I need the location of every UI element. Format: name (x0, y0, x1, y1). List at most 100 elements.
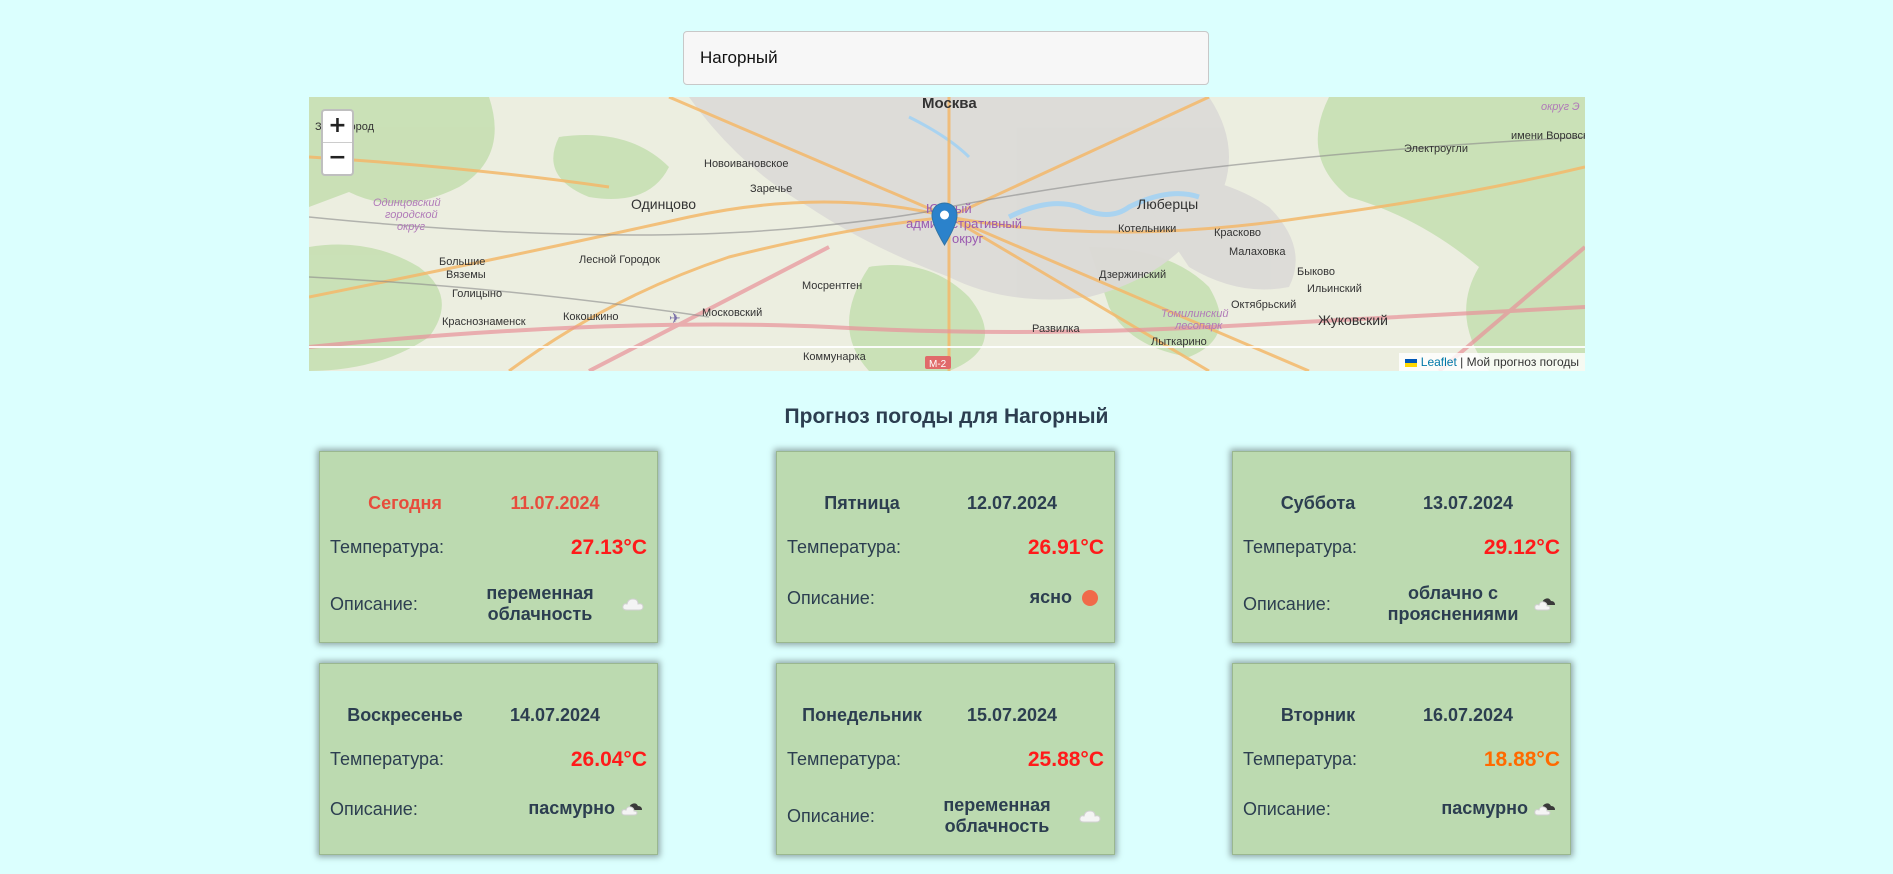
description-value: облачно с прояснениями (1387, 583, 1519, 624)
search-input[interactable] (683, 31, 1209, 85)
temperature-label: Температура: (1243, 537, 1358, 557)
temperature-value: 27.13°C (570, 536, 647, 559)
svg-text:Заречье: Заречье (750, 183, 792, 195)
svg-text:Кокошкино: Кокошкино (563, 311, 619, 323)
card-date: 13.07.2024 (1422, 493, 1514, 513)
broken-clouds-icon (1534, 598, 1555, 611)
overcast-icon (1534, 802, 1555, 815)
svg-text:имени Воровского: имени Воровского (1511, 130, 1585, 142)
svg-text:лесопарк: лесопарк (1174, 320, 1223, 332)
description-value: пасмурно (1441, 798, 1528, 818)
card-day: Понедельник (802, 705, 922, 725)
svg-text:округ Э: округ Э (1541, 101, 1580, 113)
forecast-card: Сегодня 11.07.2024 Температура: 27.13°C … (319, 451, 658, 643)
svg-text:Развилка: Развилка (1032, 323, 1080, 335)
temperature-label: Температура: (787, 749, 902, 769)
svg-text:городской: городской (385, 209, 438, 221)
description-label: Описание: (330, 799, 418, 819)
overcast-icon (621, 802, 642, 815)
cloud-icon (622, 598, 644, 611)
svg-text:Котельники: Котельники (1118, 223, 1176, 235)
card-date: 15.07.2024 (966, 705, 1058, 725)
svg-text:Томилинский: Томилинский (1161, 308, 1228, 320)
svg-text:Большие: Большие (439, 256, 485, 268)
forecast-title: Прогноз погоды для Нагорный (784, 405, 1109, 428)
forecast-card: Воскресенье 14.07.2024 Температура: 26.0… (319, 663, 658, 855)
forecast-card: Суббота 13.07.2024 Температура: 29.12°C … (1232, 451, 1571, 643)
svg-text:М-2: М-2 (929, 359, 947, 370)
leaflet-link[interactable]: Leaflet (1420, 355, 1457, 369)
description-label: Описание: (1243, 799, 1331, 819)
svg-text:Коммунарка: Коммунарка (803, 351, 867, 363)
forecast-card: Пятница 12.07.2024 Температура: 26.91°C … (776, 451, 1115, 643)
temperature-label: Температура: (1243, 749, 1358, 769)
description-label: Описание: (1243, 594, 1331, 614)
svg-text:Быково: Быково (1297, 266, 1335, 278)
map-tiles[interactable]: Москва Одинцово Люберцы Новоивановское З… (309, 97, 1585, 371)
svg-text:округ: округ (952, 231, 984, 246)
svg-text:Вяземы: Вяземы (446, 269, 486, 281)
temperature-label: Температура: (787, 537, 902, 557)
svg-text:Красково: Красково (1214, 227, 1261, 239)
svg-text:округ: округ (397, 221, 426, 233)
description: пасмурно (425, 798, 645, 819)
svg-text:Одинцово: Одинцово (631, 196, 696, 212)
svg-text:Москва: Москва (922, 97, 977, 112)
zoom-control: + − (321, 109, 354, 176)
description-value: переменная облачность (486, 583, 594, 624)
svg-text:Лесной Городок: Лесной Городок (579, 254, 660, 266)
card-date: 14.07.2024 (509, 705, 601, 725)
svg-text:административный: административный (906, 216, 1022, 231)
svg-text:Электроугли: Электроугли (1404, 143, 1468, 155)
svg-text:Московский: Московский (702, 307, 762, 319)
card-day: Суббота (1280, 493, 1356, 513)
description-value: ясно (1029, 587, 1072, 607)
svg-text:✈: ✈ (669, 311, 681, 327)
svg-text:Ильинский: Ильинский (1307, 283, 1362, 295)
description: переменная облачность (882, 795, 1102, 837)
description: ясно (882, 587, 1102, 608)
map[interactable]: Москва Одинцово Люберцы Новоивановское З… (309, 97, 1585, 371)
card-day: Воскресенье (347, 705, 463, 725)
cloud-icon (1079, 810, 1101, 823)
card-day: Пятница (824, 493, 900, 513)
svg-text:Голицыно: Голицыно (452, 288, 502, 300)
svg-text:Краснознаменск: Краснознаменск (442, 316, 526, 328)
temperature-value: 29.12°C (1483, 536, 1560, 559)
description-value: переменная облачность (943, 795, 1051, 836)
description-value: пасмурно (528, 798, 615, 818)
location-marker-icon[interactable] (931, 202, 958, 246)
card-day: Вторник (1280, 705, 1356, 725)
svg-text:Дзержинский: Дзержинский (1099, 269, 1166, 281)
attribution-text: | Мой прогноз погоды (1460, 355, 1579, 369)
temperature-value: 26.04°C (570, 748, 647, 771)
svg-text:Октябрьский: Октябрьский (1231, 299, 1296, 311)
svg-text:Новоивановское: Новоивановское (704, 158, 788, 170)
sun-icon (1082, 589, 1098, 606)
description: пасмурно (1338, 798, 1558, 819)
svg-text:Малаховка: Малаховка (1229, 246, 1286, 258)
svg-text:Люберцы: Люберцы (1137, 196, 1198, 212)
zoom-out-button[interactable]: − (328, 145, 347, 170)
description-label: Описание: (787, 806, 875, 826)
card-date: 11.07.2024 (510, 493, 600, 513)
card-date: 16.07.2024 (1422, 705, 1514, 725)
svg-text:Мосрентген: Мосрентген (802, 280, 862, 292)
ukraine-flag-icon (1404, 359, 1417, 367)
svg-text:Лыткарино: Лыткарино (1151, 336, 1207, 348)
svg-text:Жуковский: Жуковский (1318, 312, 1388, 328)
card-day: Сегодня (368, 493, 442, 513)
description: переменная облачность (425, 583, 645, 625)
description: облачно с прояснениями (1338, 583, 1558, 625)
temperature-label: Температура: (330, 749, 445, 769)
zoom-in-button[interactable]: + (323, 111, 352, 143)
svg-text:Одинцовский: Одинцовский (373, 197, 441, 209)
temperature-value: 25.88°C (1027, 748, 1104, 771)
temperature-value: 26.91°C (1027, 536, 1104, 559)
description-label: Описание: (787, 588, 875, 608)
map-attribution: Leaflet | Мой прогноз погоды (1398, 353, 1585, 371)
temperature-value: 18.88°C (1483, 748, 1560, 771)
card-date: 12.07.2024 (966, 493, 1058, 513)
forecast-card: Понедельник 15.07.2024 Температура: 25.8… (776, 663, 1115, 855)
description-label: Описание: (330, 594, 418, 614)
